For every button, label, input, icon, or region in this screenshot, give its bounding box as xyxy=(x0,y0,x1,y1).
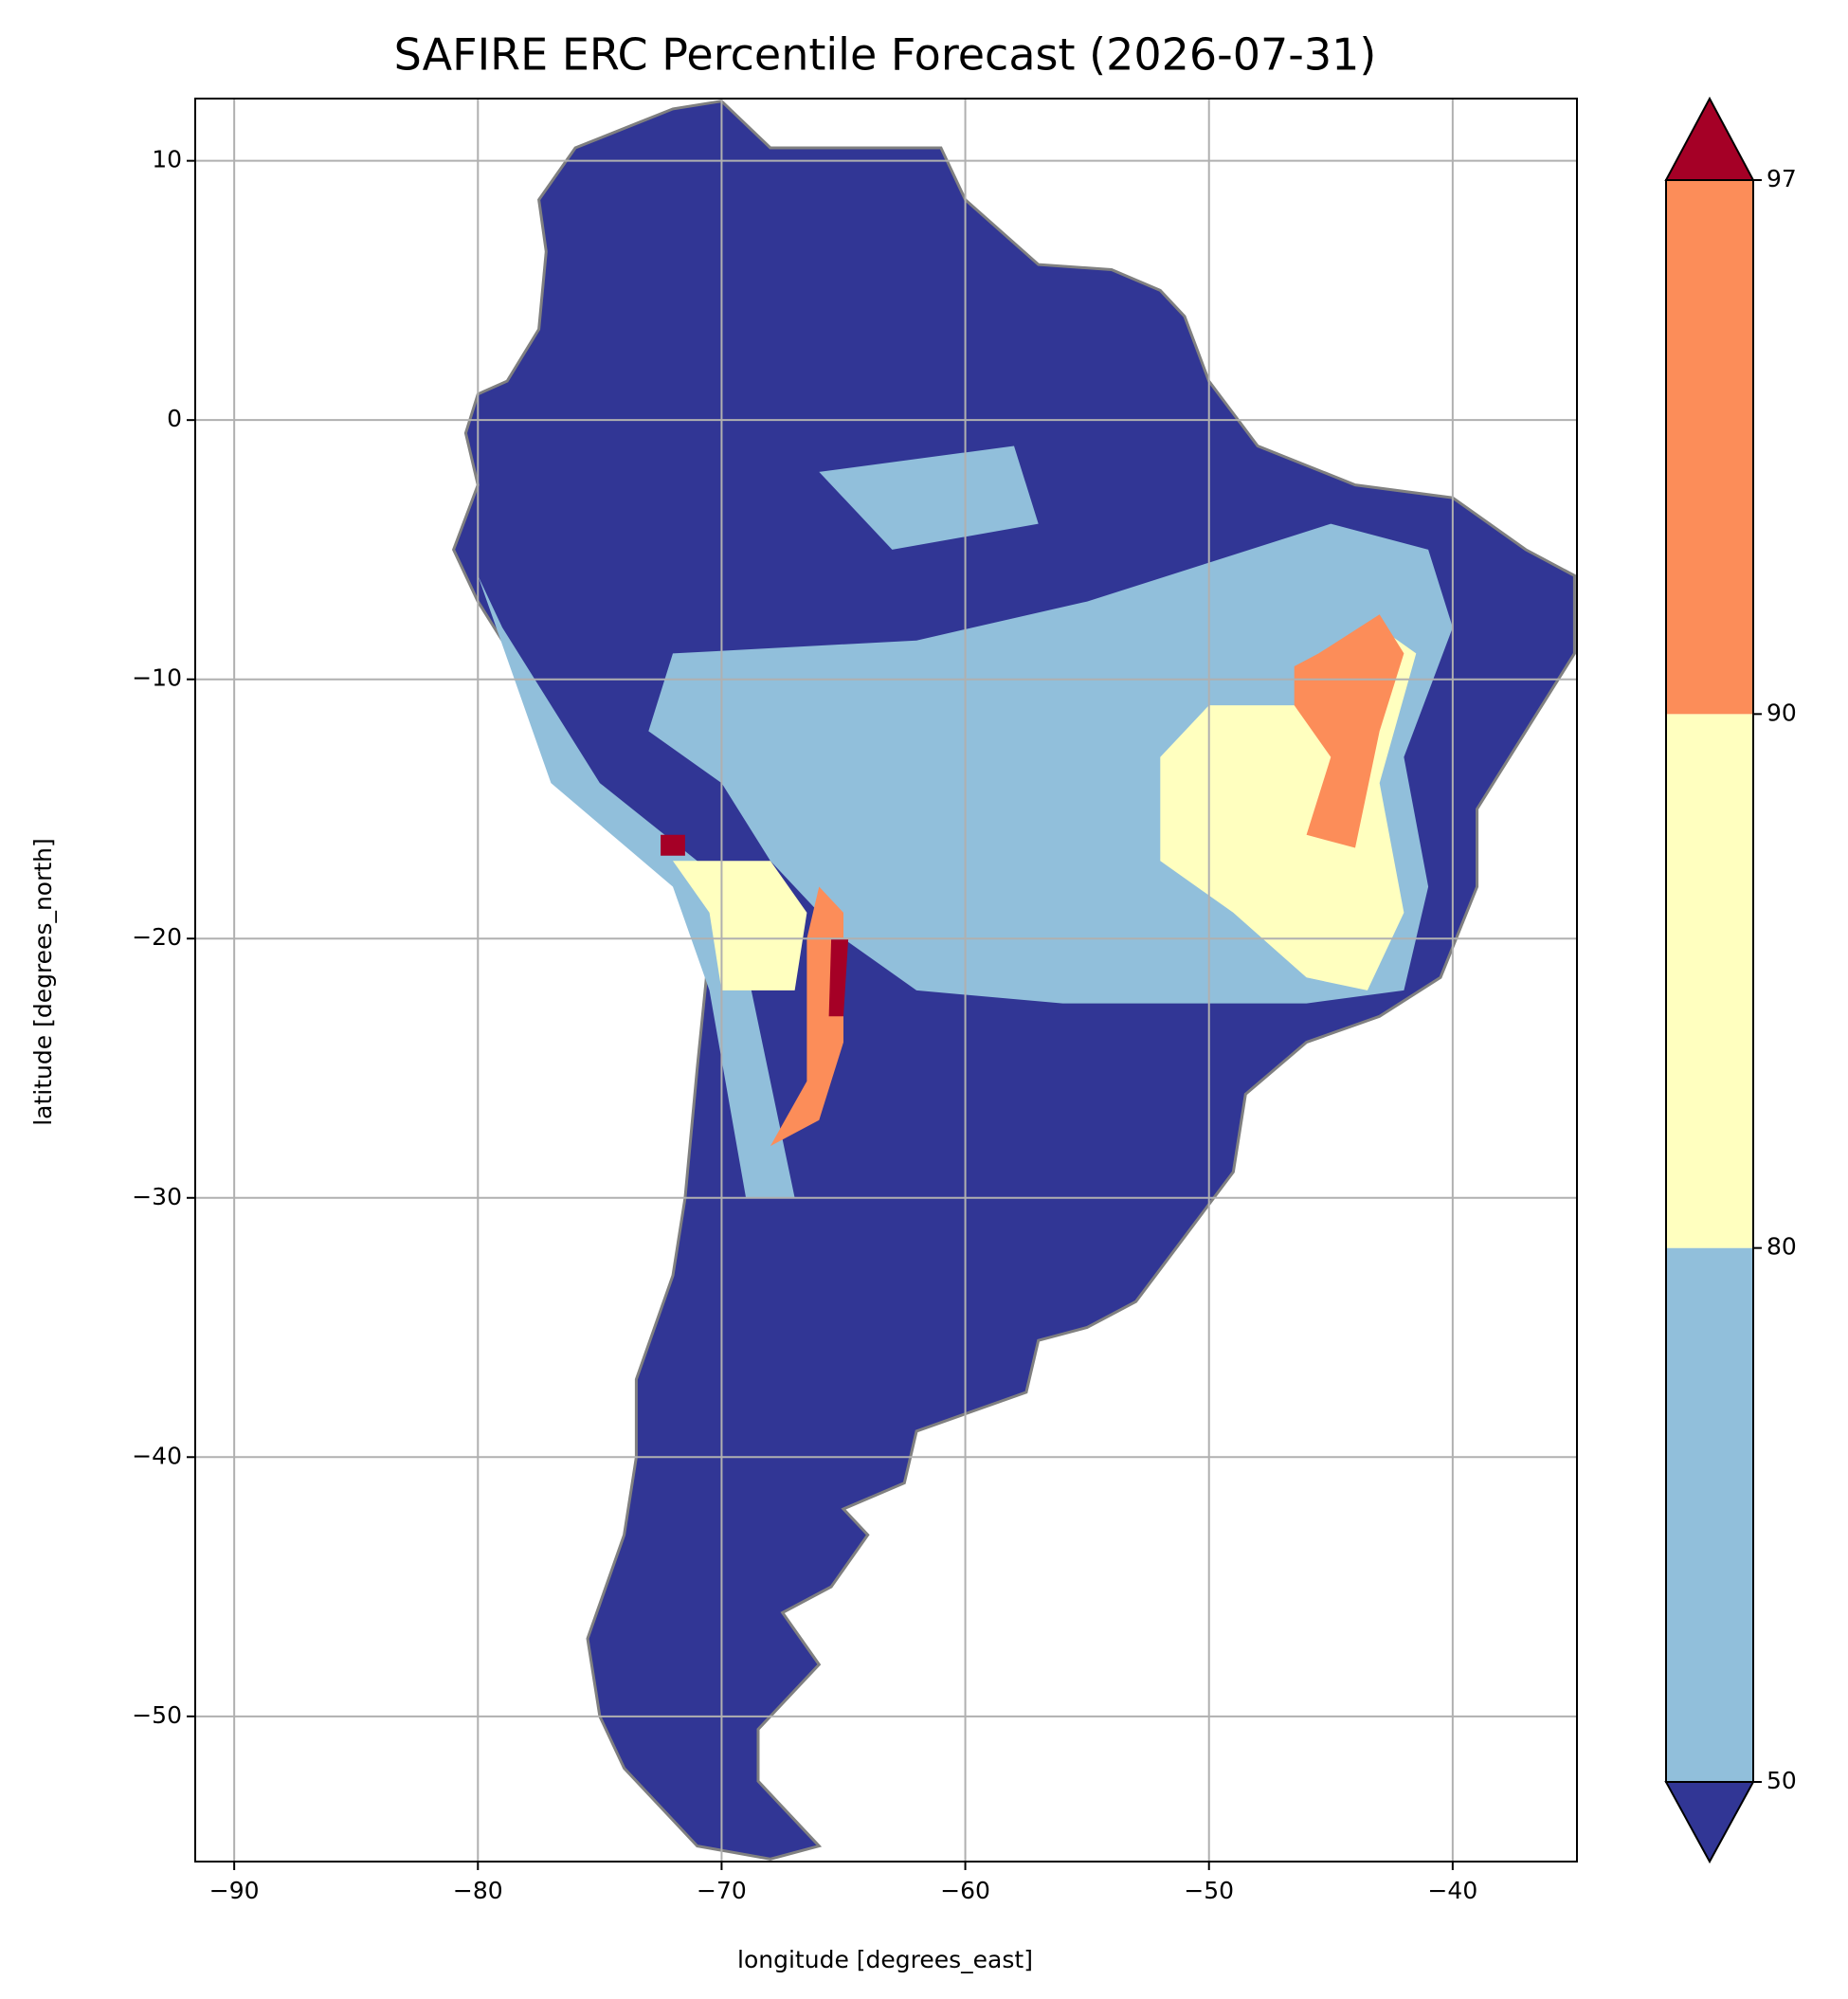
region-high xyxy=(1294,614,1404,848)
colorbar-segment xyxy=(1666,1247,1753,1782)
chart-title: SAFIRE ERC Percentile Forecast (2026-07-… xyxy=(394,29,1377,81)
x-tick-label: −50 xyxy=(1184,1877,1234,1904)
colorbar: 50 80 90 97 xyxy=(1664,96,1797,1864)
y-axis-label: latitude [degrees_north] xyxy=(29,838,57,1126)
colorbar-tick-label: 50 xyxy=(1766,1767,1797,1794)
y-tick-label: −20 xyxy=(132,923,182,951)
y-tick-label: −10 xyxy=(132,664,182,692)
y-tick-label: 0 xyxy=(167,405,182,432)
x-tick-label: −70 xyxy=(697,1877,747,1904)
y-tick-label: −50 xyxy=(132,1701,182,1729)
y-tick-label: 10 xyxy=(152,146,182,173)
colorbar-segment xyxy=(1666,180,1753,715)
colorbar-tick-label: 97 xyxy=(1766,165,1797,192)
region-high xyxy=(770,886,843,1147)
colorbar-extend-under xyxy=(1664,1781,1755,1864)
y-tick-label: −40 xyxy=(132,1442,182,1469)
colorbar-frame xyxy=(1665,179,1754,1783)
axes-frame xyxy=(194,98,1578,1863)
x-tick-label: −60 xyxy=(940,1877,990,1904)
y-tick-label: −30 xyxy=(132,1183,182,1210)
x-tick-label: −80 xyxy=(453,1877,503,1904)
map-layer xyxy=(451,100,1576,1861)
x-tick-label: −40 xyxy=(1427,1877,1477,1904)
colorbar-tick-label: 80 xyxy=(1766,1233,1797,1261)
region-low xyxy=(478,575,795,1198)
region-mid xyxy=(673,861,807,990)
colorbar-tick-label: 90 xyxy=(1766,699,1797,726)
colorbar-extend-over xyxy=(1664,96,1755,181)
grid xyxy=(195,99,1577,1862)
region-low xyxy=(819,445,1039,550)
region-extreme xyxy=(828,938,849,1017)
region-extreme xyxy=(661,834,685,856)
x-axis-label: longitude [degrees_east] xyxy=(737,1946,1033,1973)
colorbar-segment xyxy=(1666,714,1753,1248)
x-tick-label: −90 xyxy=(209,1877,260,1904)
